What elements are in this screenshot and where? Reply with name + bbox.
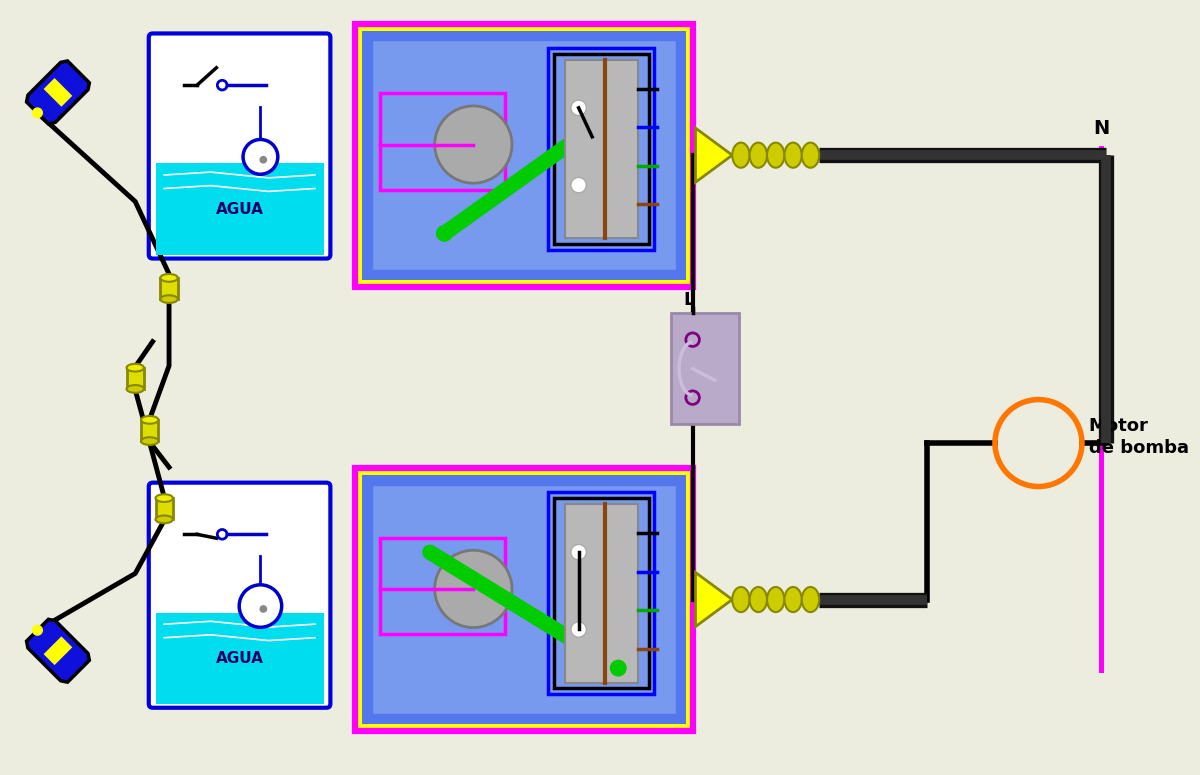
Text: L: L — [683, 291, 695, 309]
Polygon shape — [696, 573, 732, 626]
Ellipse shape — [156, 494, 173, 502]
Bar — [126, 367, 144, 389]
Ellipse shape — [750, 587, 767, 612]
Circle shape — [434, 550, 512, 628]
Circle shape — [434, 106, 512, 183]
Polygon shape — [26, 619, 89, 682]
Ellipse shape — [126, 385, 144, 393]
Circle shape — [239, 585, 282, 627]
Circle shape — [259, 605, 268, 613]
Bar — [547, 492, 654, 694]
Bar — [553, 53, 649, 244]
Ellipse shape — [785, 143, 802, 167]
Ellipse shape — [802, 587, 820, 612]
Ellipse shape — [750, 143, 767, 167]
Circle shape — [437, 226, 452, 241]
Circle shape — [32, 108, 42, 118]
Text: Motor: Motor — [1088, 418, 1148, 436]
Ellipse shape — [732, 143, 750, 167]
Ellipse shape — [767, 587, 785, 612]
Polygon shape — [43, 636, 72, 665]
FancyBboxPatch shape — [149, 33, 330, 259]
Ellipse shape — [142, 437, 158, 445]
Bar — [372, 484, 677, 715]
Bar — [547, 48, 654, 250]
Ellipse shape — [802, 143, 820, 167]
Ellipse shape — [161, 274, 178, 282]
Bar — [142, 420, 158, 441]
Circle shape — [217, 529, 227, 539]
Bar — [355, 468, 692, 731]
FancyBboxPatch shape — [149, 483, 330, 708]
Bar — [161, 278, 178, 299]
Circle shape — [244, 140, 278, 174]
Bar — [372, 40, 677, 270]
Bar — [156, 164, 324, 255]
Ellipse shape — [142, 416, 158, 424]
Bar — [553, 498, 649, 688]
Ellipse shape — [126, 363, 144, 371]
Bar — [156, 612, 324, 704]
Circle shape — [571, 177, 587, 193]
Bar — [355, 24, 692, 287]
Polygon shape — [26, 61, 89, 124]
Circle shape — [611, 660, 626, 676]
Bar — [565, 60, 637, 238]
Bar — [353, 465, 696, 734]
Circle shape — [217, 81, 227, 90]
Text: de bomba: de bomba — [1088, 439, 1189, 456]
Text: AGUA: AGUA — [216, 651, 264, 666]
Polygon shape — [696, 128, 732, 182]
Bar — [362, 475, 686, 724]
Circle shape — [571, 100, 587, 115]
Bar — [353, 21, 696, 289]
Bar — [379, 93, 505, 190]
Text: AGUA: AGUA — [216, 202, 264, 216]
Circle shape — [571, 545, 587, 560]
Ellipse shape — [161, 295, 178, 303]
Bar — [565, 504, 637, 683]
Ellipse shape — [785, 587, 802, 612]
Ellipse shape — [732, 587, 750, 612]
Bar — [156, 498, 173, 519]
Text: N: N — [1093, 119, 1110, 138]
Bar — [379, 538, 505, 634]
Ellipse shape — [767, 143, 785, 167]
Bar — [362, 30, 686, 280]
Circle shape — [32, 625, 42, 635]
Circle shape — [571, 622, 587, 637]
Bar — [671, 312, 739, 424]
Ellipse shape — [156, 515, 173, 523]
Circle shape — [259, 156, 268, 164]
Polygon shape — [43, 78, 72, 107]
